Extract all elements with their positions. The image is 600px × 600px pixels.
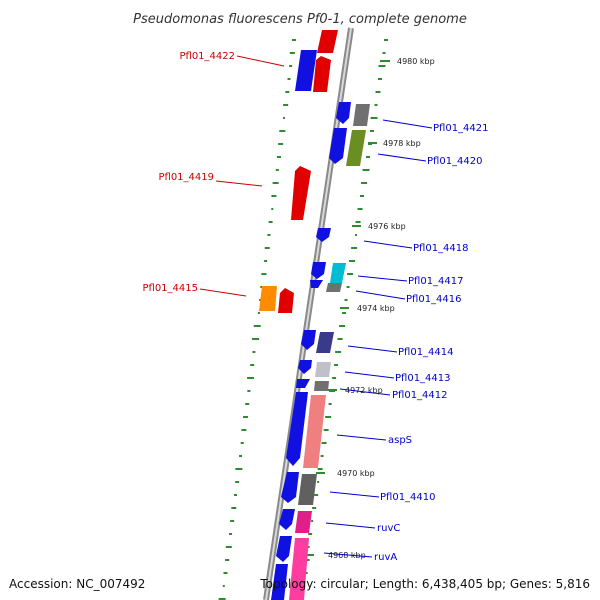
gene-pfl01-4416: [326, 283, 342, 292]
gene-pfl01-4414: [316, 332, 334, 353]
gene-asps: [303, 395, 326, 468]
scale-label: 4968 kbp: [328, 551, 366, 560]
gene-pfl01-4419: [291, 166, 311, 220]
gene-label: Pfl01_4413: [395, 373, 451, 384]
gene-forward: [317, 30, 338, 53]
accession-text: Accession: NC_007492: [9, 577, 146, 591]
gene-label: ruvC: [377, 523, 400, 534]
gene-label: Pfl01_4412: [392, 390, 448, 401]
gene-labels: Pfl01_4422 Pfl01_4421 Pfl01_4420 Pfl01_4…: [142, 51, 488, 563]
gene-label: Pfl01_4419: [158, 172, 214, 183]
gene-blue: [279, 509, 295, 530]
gene-label: Pfl01_4415: [142, 283, 198, 294]
gene-blue: [336, 102, 351, 124]
scale-label: 4970 kbp: [337, 469, 375, 478]
gene-ruvc: [295, 511, 312, 533]
gene-pfl01-4421: [353, 104, 370, 126]
gene-pfl01-4415: [278, 288, 294, 313]
gene-label: Pfl01_4416: [406, 294, 462, 305]
gene-label: ruvA: [374, 552, 397, 563]
gene-blue: [271, 564, 288, 600]
scale-track: 4980 kbp 4978 kbp 4976 kbp 4974 kbp 4972…: [305, 57, 435, 560]
gene-label: Pfl01_4422: [179, 51, 235, 62]
gene-pfl01-4412: [314, 381, 329, 391]
gene-label: aspS: [388, 435, 412, 446]
gene-blue: [298, 360, 312, 374]
label-leaders: [199, 55, 433, 558]
scale-label: 4972 kbp: [345, 386, 383, 395]
gene-pfl01-4410: [298, 474, 317, 505]
scale-label: 4980 kbp: [397, 57, 435, 66]
gene-pfl01-4420: [346, 130, 366, 166]
map-title: Pseudomonas fluorescens Pf0-1, complete …: [133, 12, 467, 27]
scale-label: 4974 kbp: [357, 304, 395, 313]
gene-label: Pfl01_4414: [398, 347, 454, 358]
scale-label: 4976 kbp: [368, 222, 406, 231]
gene-ruva: [289, 538, 309, 600]
gene-label: Pfl01_4418: [413, 243, 469, 254]
gene-pfl01-4422: [313, 56, 331, 92]
gene-blue: [296, 379, 310, 388]
gene-blue: [310, 280, 323, 288]
gene-label: Pfl01_4421: [433, 123, 489, 134]
gene-pfl01-4413: [315, 362, 331, 377]
reverse-strand-genes: [271, 102, 370, 600]
gene-pfl01-4418: [316, 228, 331, 242]
gene-blue: [286, 392, 308, 466]
gene-label: Pfl01_4420: [427, 156, 483, 167]
gene-label: Pfl01_4410: [380, 492, 436, 503]
gene-pfl01-4415-orange: [259, 286, 277, 311]
gene-blue: [301, 330, 316, 350]
gene-blue: [281, 472, 299, 503]
forward-strand-genes: [259, 50, 331, 313]
gene-label: Pfl01_4417: [408, 276, 464, 287]
gene-blue: [276, 536, 292, 562]
gene-blue: [311, 262, 326, 279]
gene-blue: [329, 128, 347, 164]
gene-pfl01-4417: [330, 263, 346, 283]
genome-summary: Topology: circular; Length: 6,438,405 bp…: [260, 577, 590, 591]
genome-backbone: [263, 27, 354, 600]
gene-pfl01-4422-blue: [295, 50, 317, 91]
scale-label: 4978 kbp: [383, 139, 421, 148]
